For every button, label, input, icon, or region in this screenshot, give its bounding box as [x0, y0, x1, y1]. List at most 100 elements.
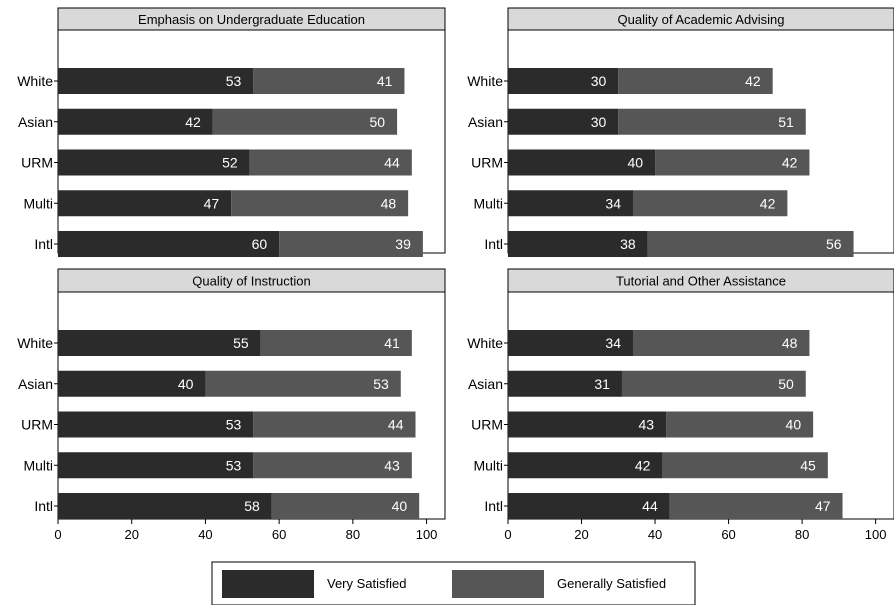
- bar-segment: [253, 68, 405, 94]
- data-label: 51: [778, 114, 794, 130]
- data-label: 42: [760, 195, 776, 211]
- data-label: 60: [252, 236, 268, 252]
- category-label: Multi: [23, 195, 53, 211]
- data-label: 52: [222, 155, 238, 171]
- category-label: White: [467, 73, 503, 89]
- x-tick-label: 60: [721, 527, 735, 542]
- bar-segment: [508, 330, 633, 356]
- data-label: 38: [620, 236, 636, 252]
- data-label: 48: [381, 195, 397, 211]
- category-label: URM: [471, 417, 503, 433]
- category-label: Multi: [473, 457, 503, 473]
- data-label: 42: [782, 155, 798, 171]
- chart-panel-2: Quality of Academic Advising White 30 42 Asi…: [467, 7, 894, 257]
- data-label: 53: [226, 73, 242, 89]
- data-label: 44: [642, 498, 658, 514]
- bar-segment: [666, 411, 814, 438]
- panel-title-bar: [507, 7, 894, 31]
- bar-segment: [508, 452, 663, 479]
- category-label: White: [17, 335, 53, 351]
- x-tick-label: 20: [124, 527, 138, 542]
- data-label: 43: [638, 417, 654, 433]
- bar-segment: [231, 190, 409, 217]
- bar-segment: [58, 68, 254, 94]
- bar-segment: [508, 493, 670, 519]
- data-label: 44: [388, 417, 404, 433]
- bar-segment: [508, 68, 619, 94]
- bar-segment: [205, 370, 401, 397]
- category-label: URM: [471, 155, 503, 171]
- category-label: Multi: [473, 195, 503, 211]
- x-tick-label: 60: [272, 527, 286, 542]
- data-label: 40: [786, 417, 802, 433]
- x-tick-label: 0: [504, 527, 511, 542]
- data-label: 47: [204, 195, 220, 211]
- data-label: 41: [377, 73, 393, 89]
- panel-title-bar: [507, 268, 894, 293]
- chart-panel-3: Quality of Instruction White 55 41 Asian 40 53…: [17, 268, 446, 542]
- bar-segment: [632, 330, 810, 356]
- x-tick-label: 100: [416, 527, 438, 542]
- data-label: 45: [800, 457, 816, 473]
- x-tick-label: 80: [346, 527, 360, 542]
- bar-segment: [58, 149, 250, 176]
- x-tick-label: 80: [795, 527, 809, 542]
- panel-title-bar: [57, 268, 446, 293]
- data-label: 55: [233, 335, 249, 351]
- bar-segment: [655, 149, 810, 176]
- legend-swatch-generally-satisfied: [452, 570, 544, 598]
- data-label: 31: [594, 376, 610, 392]
- bar-segment: [647, 231, 854, 257]
- data-label: 42: [635, 457, 651, 473]
- bar-segment: [508, 149, 656, 176]
- data-label: 34: [605, 195, 621, 211]
- data-label: 40: [627, 155, 643, 171]
- data-label: 42: [745, 73, 761, 89]
- bar-segment: [669, 493, 843, 519]
- legend-label: Generally Satisfied: [557, 576, 666, 591]
- chart-panel-1: Emphasis on Undergraduate Education White…: [17, 7, 446, 257]
- bar-segment: [621, 370, 806, 397]
- bar-segment: [508, 370, 622, 397]
- bar-segment: [618, 68, 773, 94]
- category-label: Multi: [23, 457, 53, 473]
- bar-segment: [279, 231, 423, 257]
- bar-segment: [58, 190, 232, 217]
- bar-segment: [58, 493, 272, 519]
- category-label: Intl: [34, 498, 53, 514]
- category-label: Intl: [34, 236, 53, 252]
- bar-segment: [58, 411, 254, 438]
- panel-title: Quality of Academic Advising: [618, 12, 785, 27]
- data-label: 39: [395, 236, 411, 252]
- data-label: 56: [826, 236, 842, 252]
- x-tick-label: 40: [198, 527, 212, 542]
- data-label: 50: [778, 376, 794, 392]
- legend-label: Very Satisfied: [327, 576, 407, 591]
- bar-segment: [618, 108, 806, 135]
- bar-segment: [508, 108, 619, 135]
- category-label: White: [467, 335, 503, 351]
- panel-title: Emphasis on Undergraduate Education: [138, 12, 365, 27]
- category-label: Asian: [18, 376, 53, 392]
- data-label: 53: [226, 417, 242, 433]
- bar-segment: [632, 190, 788, 217]
- data-label: 53: [373, 376, 389, 392]
- data-label: 48: [782, 335, 798, 351]
- x-tick-label: 100: [865, 527, 887, 542]
- x-tick-label: 20: [574, 527, 588, 542]
- panel-title: Quality of Instruction: [192, 274, 311, 289]
- bar-segment: [58, 370, 206, 397]
- bar-segment: [662, 452, 828, 479]
- x-tick-label: 0: [54, 527, 61, 542]
- data-label: 53: [226, 457, 242, 473]
- data-label: 58: [244, 498, 260, 514]
- bar-segment: [58, 452, 254, 479]
- data-label: 30: [591, 114, 607, 130]
- data-label: 44: [384, 155, 400, 171]
- x-tick-label: 40: [648, 527, 662, 542]
- category-label: Intl: [484, 498, 503, 514]
- data-label: 47: [815, 498, 831, 514]
- legend: Very Satisfied Generally Satisfied: [211, 561, 696, 605]
- data-label: 34: [605, 335, 621, 351]
